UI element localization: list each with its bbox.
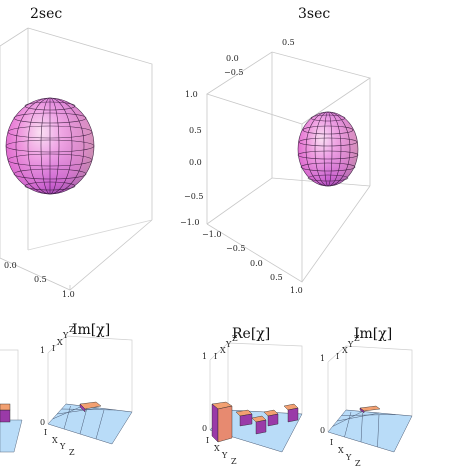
left-panel-title: 2sec (30, 6, 63, 22)
m2-xlabel-Y: Y (60, 442, 66, 451)
m3-bars (211, 401, 299, 443)
m3-xlabel-Y: Y (222, 451, 228, 460)
right-tick-top-m05: −0.5 (224, 68, 244, 77)
m4-xlabel-Y: Y (346, 453, 352, 462)
right-tick-left-m05: −0.5 (184, 192, 204, 201)
m2-ylabel-I: I (52, 344, 56, 353)
m3-title: Re[χ] (232, 326, 271, 342)
left-tick-bottom-0: 0.0 (4, 261, 17, 270)
m3-ylabel-Z: Z (232, 334, 238, 343)
m4-ylabel-Z: Z (354, 334, 360, 343)
right-tick-bottom-05: 0.5 (270, 273, 283, 282)
m3-xlabel-X: X (214, 444, 220, 453)
right-panel-title: 3sec (298, 6, 331, 22)
m2-floor (47, 403, 133, 445)
right-tick-top-05: 0.5 (282, 38, 295, 47)
left-box-inner (27, 219, 153, 251)
right-tick-top-00: 0.0 (226, 54, 239, 63)
m3-axis-top: 1 (202, 352, 208, 361)
right-tick-left-05: 0.5 (189, 126, 202, 135)
m4-xlabel-I: I (330, 438, 334, 447)
m3-xlabel-Z: Z (231, 457, 237, 466)
m4-xlabel-X: X (338, 446, 344, 455)
right-box-bottom-face (206, 177, 371, 283)
right-bloch-box (206, 51, 371, 283)
m2-ylabel-Y: Y (63, 331, 69, 340)
matrix-plot-1 (0, 349, 23, 453)
left-box-front-edges (0, 46, 153, 291)
m2-axis-bottom: 0 (40, 418, 46, 427)
left-box-top (0, 27, 29, 47)
m1-floor (0, 419, 23, 453)
right-tick-bottom-m05: −0.5 (226, 244, 246, 253)
m2-ylabel-X: X (57, 338, 63, 347)
m2-ylabel-Z: Z (69, 325, 75, 334)
m4-title: Im[χ] (354, 326, 393, 342)
right-box-verticals (206, 52, 371, 282)
matrix-plot-2 (47, 335, 133, 445)
m4-floor (327, 409, 413, 453)
m2-title: Im[χ] (72, 322, 111, 338)
left-sphere (5, 97, 95, 195)
right-tick-left-00: 0.0 (189, 158, 202, 167)
m2-axis-top: 1 (40, 346, 46, 355)
m2-xlabel-Z: Z (69, 448, 75, 457)
right-tick-bottom-00: 0.0 (250, 259, 263, 268)
m1-bar (0, 409, 11, 423)
m3-ylabel-I: I (214, 352, 218, 361)
right-sphere (297, 111, 359, 187)
left-bloch-box (0, 27, 153, 291)
right-tick-bottom-10: 1.0 (290, 286, 303, 295)
m3-ylabel-X: X (220, 346, 226, 355)
left-tick-bottom-10: 1.0 (62, 290, 75, 299)
matrix-plot-4 (327, 345, 413, 453)
m4-xlabel-Z: Z (355, 459, 361, 468)
m3-xlabel-I: I (206, 436, 210, 445)
m2-xlabel-X: X (52, 436, 58, 445)
matrix-plot-3 (209, 342, 303, 453)
right-tick-bottom-m10: −1.0 (202, 230, 222, 239)
m4-ylabel-Y: Y (348, 340, 354, 349)
right-tick-left-m10: −1.0 (180, 218, 200, 227)
m4-ylabel-X: X (342, 346, 348, 355)
m4-ylabel-I: I (336, 352, 340, 361)
right-tick-left-10: 1.0 (185, 90, 198, 99)
m4-axis-top: 1 (320, 354, 326, 363)
m3-axis-bottom: 0 (202, 424, 208, 433)
m2-xlabel-I: I (44, 428, 48, 437)
m3-ylabel-Y: Y (226, 340, 232, 349)
left-tick-bottom-05: 0.5 (34, 275, 47, 284)
m4-axis-bottom: 0 (320, 426, 326, 435)
